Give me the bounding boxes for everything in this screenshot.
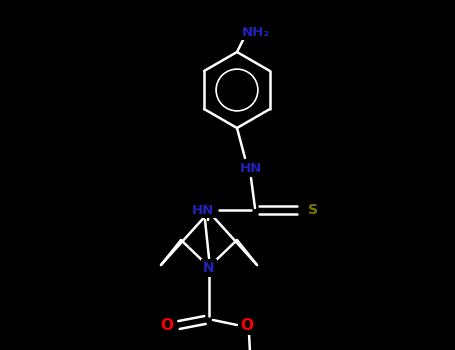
Text: N: N xyxy=(203,261,215,275)
Text: HN: HN xyxy=(240,161,262,175)
Text: NH₂: NH₂ xyxy=(242,26,270,38)
Text: O: O xyxy=(241,317,253,332)
Text: HN: HN xyxy=(192,203,214,217)
Text: S: S xyxy=(308,203,318,217)
Text: O: O xyxy=(161,317,173,332)
